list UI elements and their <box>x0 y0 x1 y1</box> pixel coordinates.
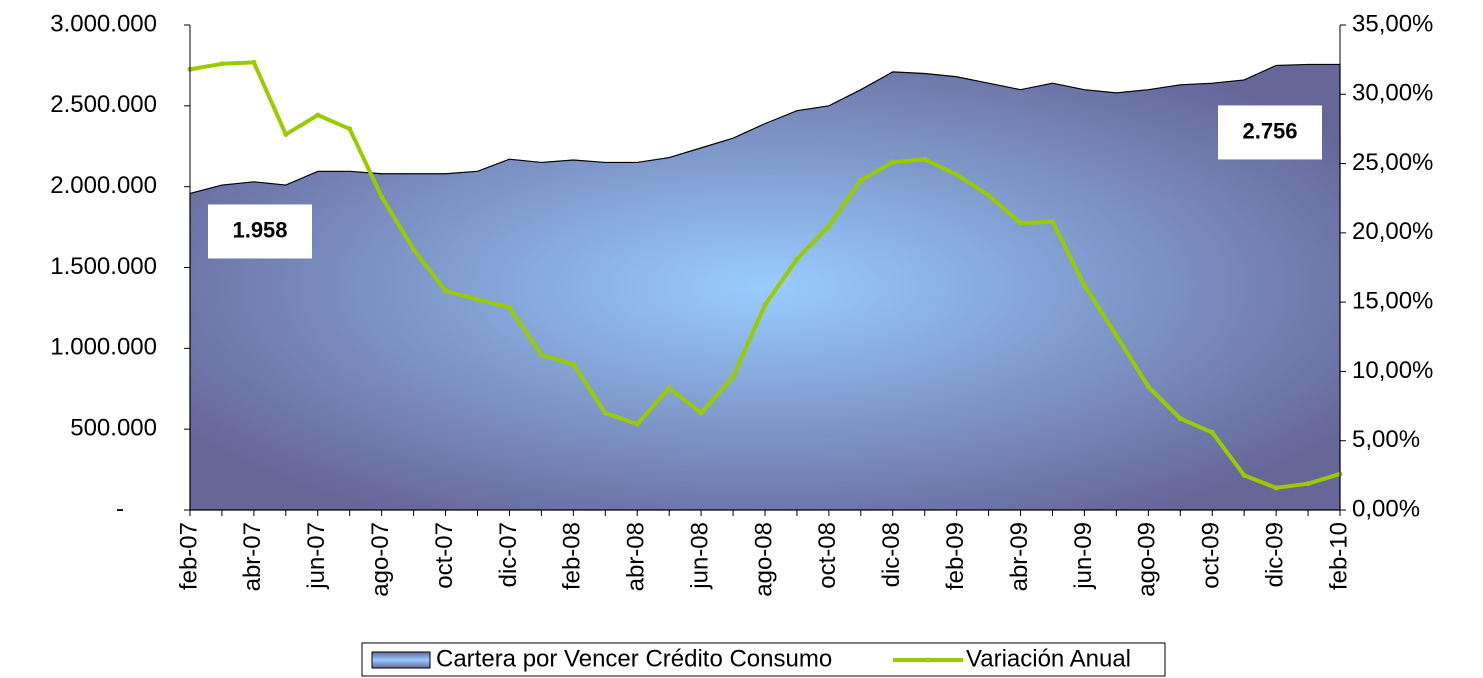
point <box>698 410 704 416</box>
legend-label: Variación Anual <box>966 645 1131 672</box>
y-tick-label: 3.000.000 <box>50 10 157 37</box>
x-tick-label: feb-10 <box>1325 522 1352 590</box>
point <box>1177 416 1183 422</box>
data-label-box <box>208 204 312 259</box>
y-tick-label: - <box>116 495 124 522</box>
y2-tick-label: 5,00% <box>1352 426 1420 453</box>
y2-tick-label: 35,00% <box>1352 10 1433 37</box>
x-tick-label: oct-08 <box>814 522 841 589</box>
point <box>1050 219 1055 225</box>
y-tick-label: 2.500.000 <box>50 91 157 118</box>
legend-marker <box>925 657 931 663</box>
point <box>570 362 576 367</box>
point <box>986 192 992 198</box>
legend-label: Cartera por Vencer Crédito Consumo <box>436 645 832 672</box>
point <box>922 156 928 162</box>
y-tick-label: 1.000.000 <box>50 334 157 361</box>
point <box>283 131 289 137</box>
data-label: 2.756 <box>1242 118 1297 143</box>
x-tick-label: ago-09 <box>1134 522 1161 597</box>
point <box>475 296 480 302</box>
point <box>251 59 257 65</box>
y-tick-label: 1.500.000 <box>50 253 157 280</box>
x-tick-label: ago-07 <box>367 522 394 597</box>
point <box>347 126 353 132</box>
point <box>1145 384 1151 390</box>
legend-swatch <box>371 651 431 669</box>
point <box>826 223 832 229</box>
point <box>538 352 544 358</box>
y-tick-label: 500.000 <box>70 415 157 442</box>
point <box>634 421 640 427</box>
x-tick-label: ago-08 <box>750 522 777 597</box>
point <box>954 172 960 178</box>
data-label: 1.958 <box>232 217 287 242</box>
x-tick-label: abr-08 <box>623 522 650 591</box>
point <box>219 61 225 67</box>
x-tick-label: abr-09 <box>1006 522 1033 591</box>
x-tick-label: feb-08 <box>559 522 586 590</box>
x-tick-label: jun-09 <box>1070 522 1097 590</box>
point <box>411 246 417 252</box>
y2-tick-label: 15,00% <box>1352 287 1433 314</box>
point <box>1305 481 1311 487</box>
point <box>602 410 608 416</box>
x-tick-label: oct-09 <box>1198 522 1225 589</box>
point <box>762 302 768 308</box>
y2-tick-label: 20,00% <box>1352 218 1433 245</box>
point <box>730 374 736 380</box>
y2-tick-label: 25,00% <box>1352 149 1433 176</box>
x-tick-label: feb-09 <box>942 522 969 590</box>
x-tick-label: dic-09 <box>1261 522 1288 587</box>
x-tick-label: jun-08 <box>686 522 713 590</box>
point <box>1081 283 1087 289</box>
point <box>794 256 800 262</box>
legend-box <box>361 642 1166 677</box>
x-tick-label: abr-07 <box>239 522 266 591</box>
y2-tick-label: 0,00% <box>1352 495 1420 522</box>
x-tick-label: dic-07 <box>495 522 522 587</box>
data-label-box <box>1218 105 1322 160</box>
point <box>1241 472 1247 478</box>
area <box>189 63 1341 511</box>
point <box>315 112 321 118</box>
y2-tick-label: 10,00% <box>1352 357 1433 384</box>
x-tick-label: feb-07 <box>175 522 202 590</box>
point <box>506 305 512 311</box>
point <box>858 177 864 183</box>
point <box>890 159 896 165</box>
x-tick-label: jun-07 <box>303 522 330 590</box>
x-tick-label: dic-08 <box>878 522 905 587</box>
point <box>379 194 385 200</box>
y2-tick-label: 30,00% <box>1352 80 1433 107</box>
x-tick-label: oct-07 <box>431 522 458 589</box>
point <box>1209 429 1215 435</box>
point <box>1273 485 1279 491</box>
y-tick-label: 2.000.000 <box>50 172 157 199</box>
point <box>443 288 449 294</box>
point <box>1018 220 1024 226</box>
point <box>666 385 672 391</box>
point <box>1113 332 1119 338</box>
